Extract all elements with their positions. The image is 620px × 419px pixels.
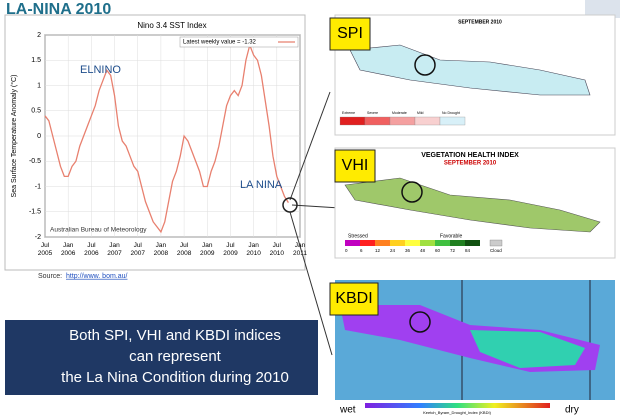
x-tick-label: Jan 2006 <box>61 242 76 257</box>
spi-legend-label: Severe <box>367 111 378 115</box>
annotation: ELNINO <box>80 64 121 76</box>
vhi-cloud-label: Cloud <box>490 248 502 253</box>
vhi-scale-label: 84 <box>465 248 471 253</box>
message-box <box>5 320 318 395</box>
spi-legend-swatch <box>364 116 391 126</box>
x-tick-label: Jan 2009 <box>200 242 215 257</box>
y-tick-label: 1.5 <box>31 57 41 64</box>
vhi-legend-swatch <box>450 240 465 246</box>
x-tick-label: Jul 2005 <box>38 242 53 257</box>
x-tick-label: Jul 2006 <box>84 242 99 257</box>
vhi-high: Favorable <box>440 233 462 239</box>
kbdi-tag: KBDI <box>335 290 372 307</box>
series-line <box>44 42 289 234</box>
vhi-legend-swatch <box>435 240 450 246</box>
vhi-subtitle: SEPTEMBER 2010 <box>444 161 497 167</box>
annotation: Australian Bureau of Meteorology <box>50 227 147 234</box>
vhi-scale-label: 24 <box>390 248 396 253</box>
source-label: Source: <box>38 273 62 280</box>
spi-legend-swatch <box>414 116 441 126</box>
legend-box <box>179 36 299 48</box>
spi-legend-swatch <box>389 116 416 126</box>
spi-tag: SPI <box>337 25 363 42</box>
slide-title: LA-NINA 2010 <box>6 1 111 18</box>
arrows <box>289 91 341 356</box>
vhi-scale-label: 36 <box>405 248 411 253</box>
message-line: Both SPI, VHI and KBDI indices <box>69 327 281 344</box>
spi-legend-label: Moderate <box>392 111 407 115</box>
vhi-scale-label: 12 <box>375 248 381 253</box>
vhi-scale-label: 60 <box>435 248 441 253</box>
y-tick-label: 0 <box>37 133 41 140</box>
y-tick-label: -2 <box>35 234 41 241</box>
vhi-circle <box>401 181 423 203</box>
spi-legend-label: Extreme <box>342 111 355 115</box>
kbdi-wet: wet <box>339 405 356 416</box>
vhi-legend-swatch <box>390 240 405 246</box>
vhi-legend-swatch <box>405 240 420 246</box>
vhi-tag: VHI <box>342 157 369 174</box>
y-tick-label: 1 <box>37 82 41 89</box>
x-tick-label: Jul 2009 <box>223 242 238 257</box>
spi-legend-label: Mild <box>417 111 423 115</box>
corner-block <box>585 0 620 18</box>
y-tick-label: -1.5 <box>29 209 41 216</box>
y-tick-label: 0.5 <box>31 108 41 115</box>
vhi-low: Stressed <box>348 233 368 239</box>
legend-label: Latest weekly value = -1.32 <box>183 40 257 46</box>
kbdi-dry: dry <box>565 405 579 416</box>
y-axis-label: Sea Surface Temperature Anomaly (°C) <box>10 75 18 198</box>
x-tick-label: Jan 2008 <box>154 242 169 257</box>
spi-legend-swatch <box>339 116 366 126</box>
vhi-scale-label: 72 <box>450 248 456 253</box>
kbdi-circle <box>409 311 431 333</box>
vhi-legend-swatch <box>360 240 375 246</box>
vhi-cloud-swatch <box>489 239 503 247</box>
message-line: the La Nina Condition during 2010 <box>61 369 289 386</box>
kbdi-scale <box>365 403 550 408</box>
spi-circle <box>414 54 436 76</box>
spi-legend-label: No Drought <box>442 111 460 115</box>
chart-title: Nino 3.4 SST Index <box>137 21 206 30</box>
vhi-scale-label: 0 <box>345 248 348 253</box>
y-tick-label: -1 <box>35 183 41 190</box>
x-tick-label: Jan 2010 <box>246 242 261 257</box>
x-tick-label: Jan 2011 <box>293 242 307 257</box>
annotation: LA NINA <box>240 179 283 191</box>
kbdi-tag-box <box>329 282 379 316</box>
x-tick-label: Jul 2010 <box>270 242 285 257</box>
spi-legend-swatch <box>439 116 466 126</box>
y-tick-label: -0.5 <box>29 158 41 165</box>
vhi-title: VEGETATION HEALTH INDEX <box>421 152 519 159</box>
vhi-scale-label: 48 <box>420 248 426 253</box>
kbdi-caption: Keetch_Byram_Drought_Index (KBDI) <box>423 410 491 415</box>
vhi-scale-label: 6 <box>360 248 363 253</box>
source-link[interactable]: http://www. bom.au/ <box>66 273 128 280</box>
x-tick-label: Jul 2007 <box>130 242 145 257</box>
vhi-map <box>344 177 601 233</box>
vhi-legend-swatch <box>465 240 480 246</box>
message-line: can represent <box>129 348 222 365</box>
spi-map <box>349 44 591 96</box>
x-tick-label: Jan 2007 <box>107 242 122 257</box>
x-tick-label: Jul 2008 <box>177 242 192 257</box>
vhi-tag-box <box>334 149 376 183</box>
spi-tag-box <box>329 17 371 51</box>
spi-title: SEPTEMBER 2010 <box>458 19 502 25</box>
kbdi-map-wet <box>470 330 585 368</box>
vhi-legend-swatch <box>420 240 435 246</box>
y-tick-label: 2 <box>37 32 41 39</box>
highlight-circle <box>282 197 298 213</box>
vhi-legend-swatch <box>375 240 390 246</box>
vhi-legend-swatch <box>345 240 360 246</box>
